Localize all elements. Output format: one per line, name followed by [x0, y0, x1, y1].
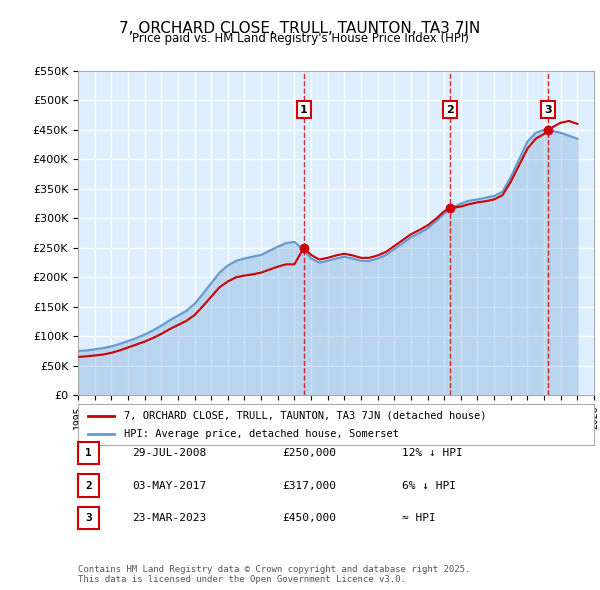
Text: 2: 2 [85, 481, 92, 490]
Text: 12% ↓ HPI: 12% ↓ HPI [402, 448, 463, 458]
Text: £450,000: £450,000 [282, 513, 336, 523]
Text: 03-MAY-2017: 03-MAY-2017 [132, 481, 206, 490]
Text: £317,000: £317,000 [282, 481, 336, 490]
Text: Price paid vs. HM Land Registry's House Price Index (HPI): Price paid vs. HM Land Registry's House … [131, 32, 469, 45]
Text: ≈ HPI: ≈ HPI [402, 513, 436, 523]
Text: 2: 2 [446, 105, 454, 114]
Text: 7, ORCHARD CLOSE, TRULL, TAUNTON, TA3 7JN: 7, ORCHARD CLOSE, TRULL, TAUNTON, TA3 7J… [119, 21, 481, 35]
Text: 23-MAR-2023: 23-MAR-2023 [132, 513, 206, 523]
Text: Contains HM Land Registry data © Crown copyright and database right 2025.
This d: Contains HM Land Registry data © Crown c… [78, 565, 470, 584]
Text: 7, ORCHARD CLOSE, TRULL, TAUNTON, TA3 7JN (detached house): 7, ORCHARD CLOSE, TRULL, TAUNTON, TA3 7J… [124, 411, 487, 421]
Text: 3: 3 [544, 105, 551, 114]
Text: 3: 3 [85, 513, 92, 523]
Text: 1: 1 [85, 448, 92, 458]
Text: HPI: Average price, detached house, Somerset: HPI: Average price, detached house, Some… [124, 429, 400, 439]
Text: 29-JUL-2008: 29-JUL-2008 [132, 448, 206, 458]
Text: 6% ↓ HPI: 6% ↓ HPI [402, 481, 456, 490]
Text: 1: 1 [300, 105, 308, 114]
Text: £250,000: £250,000 [282, 448, 336, 458]
